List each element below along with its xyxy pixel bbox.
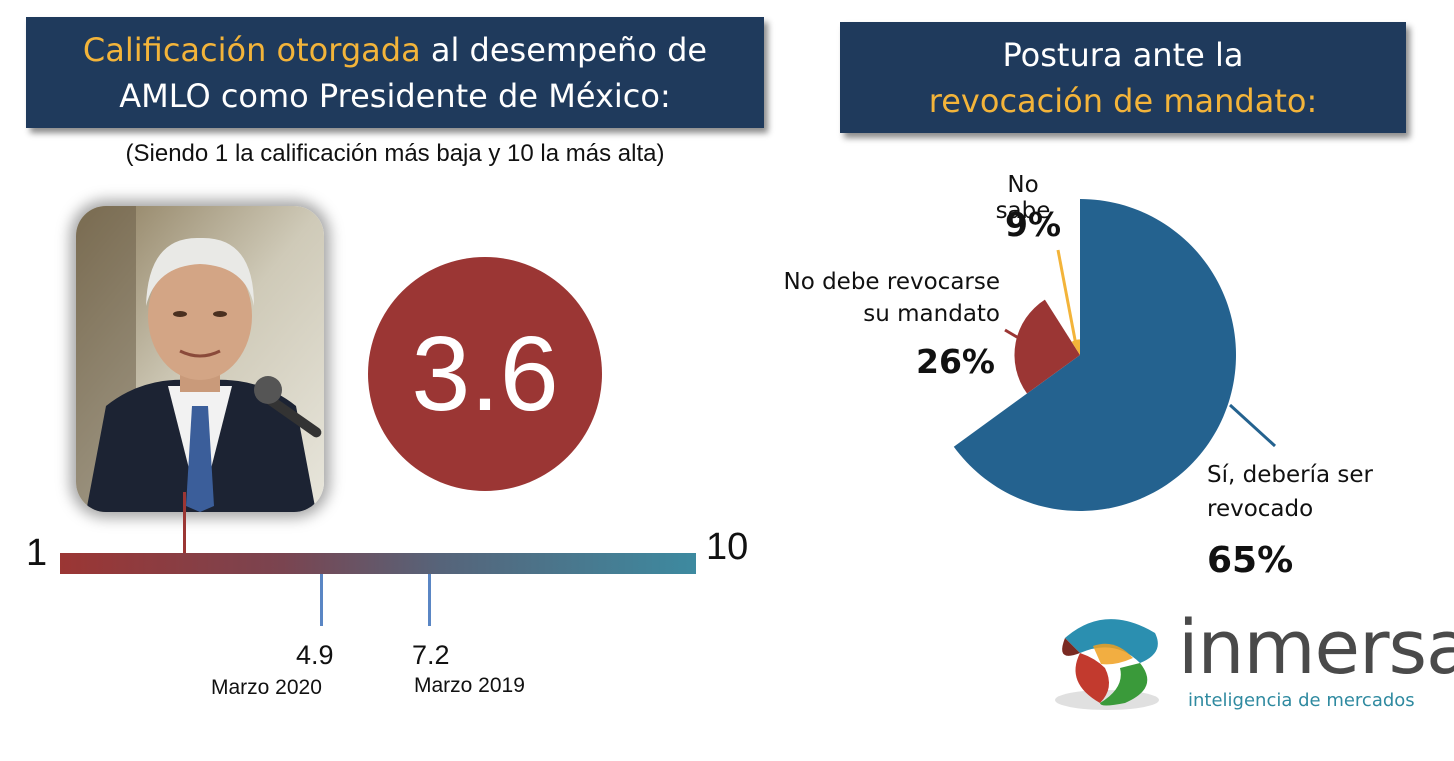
pie-slice-si — [953, 199, 1236, 511]
left-title-rest: al desempeño de — [420, 31, 708, 69]
pie-slice-no-sabe — [1071, 339, 1080, 355]
history-date-2019: Marzo 2019 — [414, 674, 525, 697]
scale-max-label: 10 — [706, 526, 749, 568]
pie-leader-no-sabe — [1056, 249, 1078, 346]
history-marker-2020 — [320, 574, 323, 626]
pie-leader-no-debe — [1004, 328, 1023, 342]
history-value-2020: 4.9 — [296, 640, 334, 670]
pie-label-si-line2: revocado — [1207, 496, 1314, 522]
pie-label-no-sabe: No sabe — [995, 172, 1051, 224]
pie-label-no-debe: No debe revocarse su mandato — [760, 266, 1000, 330]
right-title-banner: Postura ante la revocación de mandato: — [840, 22, 1406, 133]
history-marker-2019 — [428, 574, 431, 626]
history-date-2020: Marzo 2020 — [211, 676, 322, 699]
ribbon-logo-icon — [1055, 619, 1159, 710]
pie-pct-si: 65% — [1207, 540, 1294, 581]
pie-pct-no-debe: 26% — [916, 342, 995, 381]
left-title-banner: Calificación otorgada al desempeño de AM… — [26, 17, 764, 128]
scale-note: (Siendo 1 la calificación más baja y 10 … — [125, 140, 665, 167]
left-title-line1: Calificación otorgada al desempeño de — [26, 27, 764, 73]
pie-slice-no-debe — [1014, 299, 1080, 394]
brand-tagline: inteligencia de mercados — [1188, 690, 1415, 711]
right-title-line1: Postura ante la — [1002, 36, 1244, 74]
score-circle: 3.6 — [368, 257, 602, 491]
left-title-line2: AMLO como Presidente de México: — [119, 77, 671, 115]
pie-leader-si — [1228, 403, 1277, 448]
portrait-photo — [76, 206, 324, 512]
pie-label-si: Sí, debería ser revocado — [1207, 458, 1427, 526]
brand-name: inmersa — [1178, 605, 1454, 691]
revocation-pie-chart — [953, 199, 1277, 511]
pie-pct-no-sabe: 9% — [1005, 205, 1062, 244]
pie-label-si-line1: Sí, debería ser — [1207, 462, 1373, 488]
pie-label-no-debe-line2: su mandato — [863, 301, 1000, 327]
pie-label-no-debe-line1: No debe revocarse — [783, 269, 1000, 295]
scale-min-label: 1 — [26, 532, 48, 574]
rating-scale-bar — [60, 553, 696, 574]
history-value-2019: 7.2 — [412, 640, 450, 670]
left-title-highlight: Calificación otorgada — [82, 31, 421, 69]
portrait-illustration — [76, 206, 324, 512]
right-title-highlight: revocación de mandato: — [928, 82, 1318, 120]
current-score-marker — [183, 492, 186, 554]
